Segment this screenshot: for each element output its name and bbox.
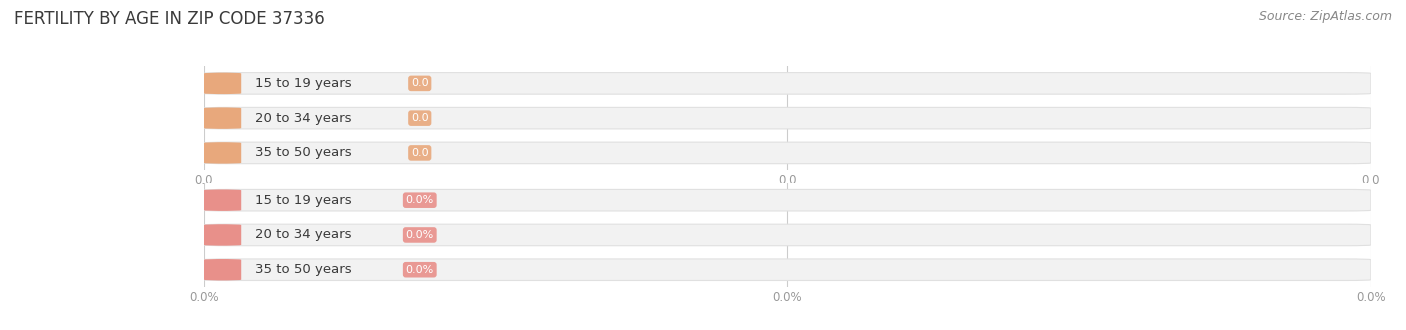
FancyBboxPatch shape bbox=[204, 73, 242, 94]
FancyBboxPatch shape bbox=[204, 142, 242, 164]
Text: 0.0%: 0.0% bbox=[406, 265, 434, 275]
FancyBboxPatch shape bbox=[204, 224, 242, 246]
Text: 0.0%: 0.0% bbox=[406, 230, 434, 240]
FancyBboxPatch shape bbox=[204, 73, 1371, 94]
FancyBboxPatch shape bbox=[204, 107, 1371, 129]
FancyBboxPatch shape bbox=[204, 224, 1371, 246]
Text: 0.0: 0.0 bbox=[411, 148, 429, 158]
FancyBboxPatch shape bbox=[204, 107, 242, 129]
Text: Source: ZipAtlas.com: Source: ZipAtlas.com bbox=[1258, 10, 1392, 23]
Text: 0.0: 0.0 bbox=[411, 79, 429, 88]
FancyBboxPatch shape bbox=[204, 259, 1371, 280]
FancyBboxPatch shape bbox=[204, 189, 1371, 211]
Text: 0.0%: 0.0% bbox=[406, 195, 434, 205]
Text: 0.0: 0.0 bbox=[411, 113, 429, 123]
Text: 35 to 50 years: 35 to 50 years bbox=[256, 147, 352, 159]
FancyBboxPatch shape bbox=[204, 142, 1371, 164]
Text: 20 to 34 years: 20 to 34 years bbox=[256, 112, 352, 125]
Text: FERTILITY BY AGE IN ZIP CODE 37336: FERTILITY BY AGE IN ZIP CODE 37336 bbox=[14, 10, 325, 28]
Text: 35 to 50 years: 35 to 50 years bbox=[256, 263, 352, 276]
FancyBboxPatch shape bbox=[204, 259, 242, 280]
FancyBboxPatch shape bbox=[204, 189, 242, 211]
Text: 15 to 19 years: 15 to 19 years bbox=[256, 77, 352, 90]
Text: 15 to 19 years: 15 to 19 years bbox=[256, 194, 352, 207]
Text: 20 to 34 years: 20 to 34 years bbox=[256, 228, 352, 242]
